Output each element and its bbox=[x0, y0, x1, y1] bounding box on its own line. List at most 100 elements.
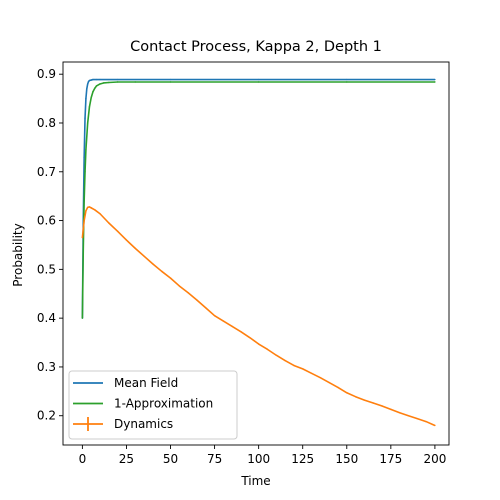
y-tick-label: 0.4 bbox=[37, 311, 56, 325]
data-point-dynamics bbox=[143, 255, 145, 257]
axes: 0 25 50 75 100 125 150 175 200 0.2 0.3 0.4 0.5 0.6 0.7… bbox=[37, 61, 450, 466]
data-point-1-approximation bbox=[81, 317, 84, 319]
chart-title: Contact Process, Kappa 2, Depth 1 bbox=[130, 39, 382, 55]
data-point-1-approximation bbox=[86, 122, 89, 124]
data-point-mean-field bbox=[88, 79, 91, 82]
data-point-dynamics bbox=[249, 336, 251, 339]
y-tick-label: 0.7 bbox=[37, 165, 56, 179]
y-axis-title: Probability bbox=[11, 223, 25, 286]
data-point-dynamics bbox=[86, 206, 89, 209]
data-point-mean-field bbox=[87, 80, 90, 83]
x-tick-label: 200 bbox=[423, 452, 446, 466]
data-point-dynamics bbox=[390, 408, 392, 411]
data-point-mean-field bbox=[84, 117, 86, 119]
data-point-dynamics bbox=[434, 424, 436, 427]
series-line-mean-field bbox=[81, 78, 435, 319]
data-point-dynamics bbox=[328, 381, 330, 384]
data-point-dynamics bbox=[310, 372, 313, 374]
data-point-dynamics bbox=[88, 206, 91, 208]
data-point-dynamics bbox=[222, 320, 225, 322]
legend-box bbox=[68, 370, 238, 440]
data-point-mean-field bbox=[116, 78, 119, 81]
data-point-dynamics bbox=[231, 325, 233, 328]
data-point-dynamics bbox=[125, 239, 128, 241]
data-point-dynamics bbox=[293, 364, 295, 367]
data-point-1-approximation bbox=[169, 81, 172, 83]
data-point-dynamics bbox=[152, 263, 154, 265]
data-point-dynamics bbox=[425, 420, 427, 423]
x-tick-label: 50 bbox=[163, 452, 178, 466]
data-point-1-approximation bbox=[82, 249, 84, 251]
x-tick-label: 25 bbox=[119, 452, 134, 466]
data-point-dynamics bbox=[240, 331, 242, 333]
y-tick-label: 0.5 bbox=[37, 262, 56, 276]
data-point-dynamics bbox=[85, 210, 87, 212]
y-tick-label: 0.2 bbox=[37, 409, 56, 423]
data-point-1-approximation bbox=[346, 81, 348, 83]
data-point-dynamics bbox=[116, 230, 119, 232]
data-point-dynamics bbox=[205, 307, 207, 309]
data-point-dynamics bbox=[213, 315, 216, 317]
legend-label-dynamics: Dynamics bbox=[114, 417, 173, 431]
data-point-dynamics bbox=[266, 348, 269, 351]
data-point-mean-field bbox=[86, 88, 88, 90]
data-point-mean-field bbox=[90, 79, 92, 81]
x-axis-title: Time bbox=[240, 474, 270, 488]
data-point-mean-field bbox=[169, 78, 172, 81]
data-point-1-approximation bbox=[85, 149, 87, 151]
data-point-mean-field bbox=[257, 78, 260, 81]
data-point-1-approximation bbox=[88, 106, 91, 108]
data-point-mean-field bbox=[95, 78, 98, 81]
y-tick-label: 0.3 bbox=[37, 360, 56, 374]
data-point-dynamics bbox=[178, 285, 181, 287]
data-point-dynamics bbox=[319, 376, 322, 379]
x-tick-label: 100 bbox=[247, 452, 270, 466]
data-point-dynamics bbox=[99, 213, 101, 215]
data-point-mean-field bbox=[86, 83, 89, 85]
data-point-dynamics bbox=[354, 396, 357, 398]
series-line-1-approximation bbox=[81, 81, 435, 319]
data-point-1-approximation bbox=[84, 171, 86, 173]
data-point-dynamics bbox=[83, 219, 85, 222]
data-point-dynamics bbox=[161, 270, 163, 273]
y-tick-label: 0.6 bbox=[37, 214, 56, 228]
data-point-dynamics bbox=[381, 405, 383, 407]
data-point-1-approximation bbox=[108, 81, 110, 84]
data-point-dynamics bbox=[302, 368, 304, 370]
data-point-1-approximation bbox=[83, 200, 85, 202]
plot-area bbox=[81, 78, 436, 427]
data-point-dynamics bbox=[187, 292, 189, 294]
x-tick-label: 150 bbox=[335, 452, 358, 466]
data-point-dynamics bbox=[407, 415, 410, 417]
data-point-dynamics bbox=[108, 222, 110, 224]
data-point-dynamics bbox=[94, 209, 96, 211]
data-point-dynamics bbox=[134, 247, 136, 250]
y-tick-label: 0.8 bbox=[37, 116, 56, 130]
data-point-dynamics bbox=[372, 402, 374, 404]
data-point-1-approximation bbox=[257, 81, 260, 83]
data-point-dynamics bbox=[275, 354, 277, 356]
x-tick-label: 175 bbox=[379, 452, 402, 466]
data-point-1-approximation bbox=[134, 81, 136, 83]
data-point-1-approximation bbox=[434, 81, 436, 83]
data-point-1-approximation bbox=[94, 87, 96, 90]
data-point-dynamics bbox=[196, 299, 198, 301]
data-point-mean-field bbox=[346, 78, 348, 81]
series-line-dynamics bbox=[81, 206, 436, 427]
data-point-dynamics bbox=[416, 417, 418, 420]
data-point-dynamics bbox=[398, 412, 401, 414]
x-tick-label: 75 bbox=[207, 452, 222, 466]
data-point-1-approximation bbox=[95, 85, 98, 87]
y-tick-label: 0.9 bbox=[37, 67, 56, 81]
data-point-dynamics bbox=[81, 236, 84, 239]
data-point-mean-field bbox=[99, 78, 101, 81]
data-point-dynamics bbox=[363, 399, 366, 401]
data-point-mean-field bbox=[85, 97, 87, 100]
data-point-dynamics bbox=[257, 343, 260, 345]
data-point-mean-field bbox=[434, 78, 436, 81]
data-point-1-approximation bbox=[102, 82, 105, 84]
data-point-mean-field bbox=[92, 78, 94, 81]
data-point-1-approximation bbox=[99, 83, 101, 85]
data-point-dynamics bbox=[90, 207, 92, 209]
